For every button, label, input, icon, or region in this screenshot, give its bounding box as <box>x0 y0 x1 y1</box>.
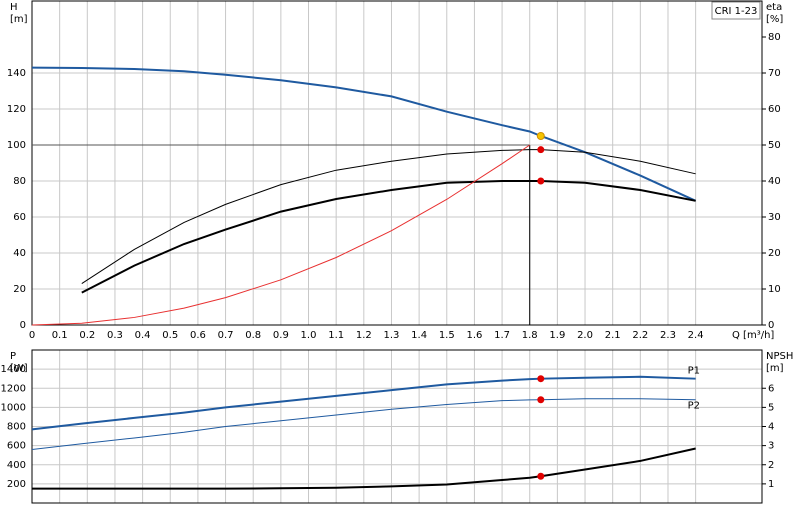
series-line <box>31 66 697 202</box>
x-tick-label: 1.4 <box>411 330 427 341</box>
x-tick-label: 0.9 <box>273 330 289 341</box>
series-line <box>31 375 696 431</box>
y2-tick-label: 40 <box>768 176 781 187</box>
y2-tick-label: 50 <box>768 140 781 151</box>
series-line <box>31 144 531 326</box>
chart-title: CRI 1-23 <box>715 6 758 17</box>
x-tick-label: 1.8 <box>522 330 538 341</box>
y2-axis-unit: [%] <box>766 14 783 25</box>
y2-tick-label: 60 <box>768 104 781 115</box>
y2-axis-label: eta <box>766 2 782 13</box>
y2-tick-label: 30 <box>768 212 781 223</box>
y-tick-label: 40 <box>13 248 26 259</box>
series-label: P2 <box>688 401 700 412</box>
x-tick-label: 1.7 <box>494 330 510 341</box>
y-axis-unit: [m] <box>10 14 28 25</box>
operating-point <box>536 132 545 140</box>
x-tick-label: 2.4 <box>688 330 704 341</box>
y-axis-label: H <box>10 2 18 13</box>
y2-tick-label: 20 <box>768 248 781 259</box>
y-tick-label: 60 <box>13 212 26 223</box>
y2-tick-label: 70 <box>768 68 781 79</box>
series-line <box>81 149 696 285</box>
y-tick-label: 140 <box>7 68 26 79</box>
y2-tick-label: 3 <box>768 441 774 452</box>
y-axis-label: P <box>10 351 16 362</box>
x-tick-label: 2.2 <box>632 330 648 341</box>
y2-tick-label: 1 <box>768 479 774 490</box>
y2-tick-label: 80 <box>768 32 781 43</box>
operating-point <box>537 177 545 185</box>
y2-tick-label: 6 <box>768 383 774 394</box>
y-tick-label: 800 <box>7 422 26 433</box>
y2-tick-label: 10 <box>768 284 781 295</box>
x-tick-label: 2.3 <box>660 330 676 341</box>
y-tick-label: 1400 <box>1 364 26 375</box>
operating-point <box>537 375 545 383</box>
x-tick-label: 1.1 <box>328 330 344 341</box>
operating-point <box>537 146 545 154</box>
series-label: P1 <box>688 366 700 377</box>
y2-tick-label: 4 <box>768 422 774 433</box>
x-tick-label: 0.6 <box>190 330 206 341</box>
y-tick-label: 120 <box>7 104 26 115</box>
y2-tick-label: 0 <box>768 320 774 331</box>
operating-point <box>537 396 545 404</box>
title-box <box>711 1 761 20</box>
x-tick-label: 0.3 <box>107 330 123 341</box>
x-tick-label: 0 <box>29 330 35 341</box>
series-line <box>31 398 696 450</box>
x-tick-label: 1.3 <box>384 330 400 341</box>
operating-point <box>537 472 545 480</box>
x-tick-label: 1.2 <box>356 330 372 341</box>
y-tick-label: 400 <box>7 460 26 471</box>
y-tick-label: 0 <box>20 320 26 331</box>
x-tick-label: 0.8 <box>245 330 261 341</box>
y2-tick-label: 5 <box>768 402 774 413</box>
y-tick-label: 1200 <box>1 383 26 394</box>
y-axis-unit: [W] <box>10 363 28 374</box>
y-tick-label: 20 <box>13 284 26 295</box>
x-tick-label: 2.0 <box>577 330 593 341</box>
series-line <box>32 447 696 490</box>
plot-frame <box>31 0 763 326</box>
x-tick-label: 1.0 <box>301 330 317 341</box>
x-tick-label: 0.4 <box>135 330 151 341</box>
x-tick-label: 0.2 <box>79 330 95 341</box>
x-tick-label: 1.9 <box>549 330 565 341</box>
x-tick-label: 1.6 <box>466 330 482 341</box>
x-tick-label: 2.1 <box>605 330 621 341</box>
y-tick-label: 1000 <box>1 402 26 413</box>
y-tick-label: 600 <box>7 441 26 452</box>
x-tick-label: 0.1 <box>52 330 68 341</box>
x-tick-label: 0.5 <box>162 330 178 341</box>
x-axis-label: Q [m³/h] <box>732 330 774 341</box>
y2-axis-label: NPSH <box>766 351 793 362</box>
y-tick-label: 80 <box>13 176 26 187</box>
y2-tick-label: 2 <box>768 460 774 471</box>
y2-axis-unit: [m] <box>766 363 784 374</box>
x-tick-label: 0.7 <box>218 330 234 341</box>
series-line <box>81 180 696 294</box>
y-tick-label: 200 <box>7 479 26 490</box>
y-tick-label: 100 <box>7 140 26 151</box>
x-tick-label: 1.5 <box>439 330 455 341</box>
plot-frame <box>31 349 763 504</box>
